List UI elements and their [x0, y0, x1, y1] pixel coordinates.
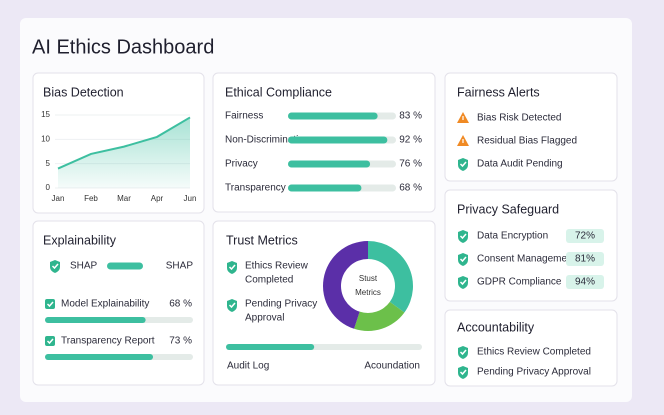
shap-label: SHAP: [70, 261, 98, 272]
row-label: Fairness: [225, 111, 263, 122]
bar: [288, 160, 371, 168]
bar: [288, 136, 388, 144]
row-label: Non-Discrimination: [225, 135, 309, 146]
card-title: Explainability: [43, 233, 117, 247]
card-title: Ethical Compliance: [225, 85, 332, 99]
warning-mark: [462, 116, 464, 120]
row-label: Transparency: [225, 183, 286, 194]
y-tick-label: 5: [46, 159, 51, 168]
donut-segment: [354, 301, 405, 332]
metric-label: Ethics Review: [245, 261, 309, 272]
line: [57, 116, 191, 170]
row-value: 83 %: [399, 111, 422, 122]
checkbox: [45, 336, 55, 346]
bar: [226, 344, 315, 350]
donut-segment: [368, 241, 414, 313]
row-value: 72%: [575, 231, 595, 242]
row-value: 94%: [575, 277, 595, 288]
row-value: 68 %: [169, 299, 192, 310]
check-mark: [46, 338, 54, 345]
x-tick-label: Jan: [52, 194, 65, 203]
value-pill: [566, 252, 604, 266]
footer-left: Audit Log: [227, 361, 269, 372]
row-label: Consent Management: [477, 254, 576, 265]
y-tick-label: 0: [46, 183, 51, 192]
shap-bar: [107, 262, 143, 270]
metric-label: Completed: [245, 275, 293, 286]
alert-label: Bias Risk Detected: [477, 113, 561, 124]
alert-label: Data Audit Pending: [477, 159, 563, 170]
card: [444, 309, 618, 387]
card-title: Accountability: [457, 320, 535, 334]
item-label: Ethics Review Completed: [477, 347, 591, 358]
check-mark: [459, 349, 467, 356]
row-value: 92 %: [399, 135, 422, 146]
check-mark: [46, 301, 54, 308]
value-pill: [566, 229, 604, 243]
row-label: Model Explainability: [61, 299, 149, 310]
row-value: 76 %: [399, 159, 422, 170]
check-mark: [228, 264, 236, 271]
donut-label: Metrics: [355, 288, 381, 297]
check-mark: [459, 256, 467, 263]
bar: [45, 317, 146, 323]
y-tick-label: 10: [41, 134, 50, 143]
check-mark: [459, 233, 467, 240]
card-title: Fairness Alerts: [457, 85, 540, 99]
warning-mark: [462, 139, 464, 143]
value-pill: [566, 275, 604, 289]
card-title: Trust Metrics: [226, 233, 298, 247]
row-value: 81%: [575, 254, 595, 265]
checkbox: [45, 299, 55, 309]
row-label: Privacy: [225, 159, 258, 170]
y-tick-label: 15: [41, 110, 50, 119]
row-value: 68 %: [399, 183, 422, 194]
check-mark: [459, 161, 467, 168]
card: [444, 72, 618, 182]
metric-label: Pending Privacy: [245, 299, 317, 310]
donut-segment: [322, 241, 368, 329]
item-label: Pending Privacy Approval: [477, 367, 591, 378]
check-mark: [459, 279, 467, 286]
row-label: Transparency Report: [61, 336, 155, 347]
check-mark: [228, 302, 236, 309]
check-mark: [51, 263, 59, 270]
footer-right: Acoundation: [364, 361, 420, 372]
row-label: Data Encryption: [477, 231, 548, 242]
card: [444, 189, 618, 302]
donut-label: Stust: [359, 274, 378, 283]
bar: [288, 112, 378, 120]
shap-value: SHAP: [166, 261, 194, 272]
row-label: GDPR Compliance: [477, 277, 562, 288]
card-title: Bias Detection: [43, 85, 124, 99]
x-tick-label: Jun: [184, 194, 197, 203]
row-value: 73 %: [169, 336, 192, 347]
metric-label: Approval: [245, 313, 284, 324]
bar: [45, 354, 154, 360]
area: [58, 117, 190, 188]
x-tick-label: Mar: [117, 194, 131, 203]
check-mark: [459, 369, 467, 376]
page-title: AI Ethics Dashboard: [32, 36, 214, 58]
card-title: Privacy Safeguard: [457, 202, 559, 216]
bar: [288, 184, 362, 192]
x-tick-label: Feb: [84, 194, 98, 203]
alert-label: Residual Bias Flagged: [477, 136, 577, 147]
x-tick-label: Apr: [151, 194, 164, 203]
card: [32, 220, 205, 386]
